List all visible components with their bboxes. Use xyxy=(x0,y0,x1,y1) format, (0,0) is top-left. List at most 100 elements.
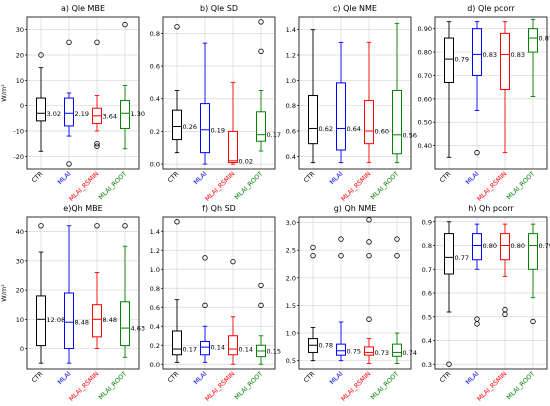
median-label: 0.74 xyxy=(403,349,417,357)
tick-label-y: 1.2 xyxy=(150,247,160,255)
median-label: 0.14 xyxy=(239,346,253,354)
box-mlai-root: 1.30 xyxy=(120,21,145,150)
box-iqr xyxy=(392,343,402,357)
outlier-point xyxy=(66,161,72,167)
tick-label-y: 0 xyxy=(20,102,24,110)
tick-label-y: 0.8 xyxy=(150,285,160,293)
tick-label-y: -20 xyxy=(13,153,24,161)
box-iqr xyxy=(444,37,454,83)
median-label: 0.62 xyxy=(319,125,333,133)
axis-label-y: W/m² xyxy=(0,84,8,102)
tick-label-y: 0.2 xyxy=(150,342,160,350)
panel-1: -20 -10 0 10 20 30 a) Qle MBE W/m² 3.02 CTR 2.19 ML… xyxy=(0,4,145,203)
box-mlai-root: 0.74 xyxy=(392,236,417,364)
median-label: 0.56 xyxy=(403,131,417,139)
plot-frame xyxy=(26,16,140,170)
box-ctr: 0.62 xyxy=(308,29,333,164)
outlier-point xyxy=(338,252,344,259)
tick-label-y: 1.4 xyxy=(150,228,160,236)
tick-label-x: CTR xyxy=(439,170,453,184)
tick-label-y: 0.6 xyxy=(422,290,432,298)
tick-label-y: 1.0 xyxy=(150,266,160,274)
median-label: 3.64 xyxy=(103,112,117,120)
tick-label-y: 0.50 xyxy=(418,119,432,127)
median-label: 0.87 xyxy=(539,35,550,43)
box-iqr xyxy=(336,82,346,151)
tick-label-y: 0.0 xyxy=(150,161,160,169)
tick-label-y: 0.80 xyxy=(418,49,432,57)
tick-label-x: MLAI_ROOT xyxy=(98,170,129,201)
outlier-point xyxy=(446,361,452,367)
tick-label-y: 20 xyxy=(16,287,24,295)
panel-3: 0.4 0.6 0.8 1.0 1.2 1.4 c) Qle NME 0.62 CTR 0.64 M… xyxy=(286,4,417,203)
box-mlai: 2.19 xyxy=(64,39,89,167)
plot-frame xyxy=(26,216,140,370)
box-iqr xyxy=(528,233,538,270)
outlier-point xyxy=(202,302,208,309)
box-ctr: 0.17 xyxy=(172,219,197,363)
axis-label-y: W/m² xyxy=(0,284,8,302)
median-label: 8.48 xyxy=(103,316,117,324)
tick-label-y: 0.3 xyxy=(422,361,432,369)
plot-frame xyxy=(162,16,276,170)
tick-label-x: MLAI_RSMIN xyxy=(340,170,373,203)
outlier-point xyxy=(474,149,480,156)
median-label: 0.79 xyxy=(539,242,550,250)
tick-label-y: 30 xyxy=(16,257,24,265)
tick-label-x: MLAI_ROOT xyxy=(370,370,401,401)
tick-label-y: 0.4 xyxy=(150,95,160,103)
panel-title: d) Qle pcorr xyxy=(467,4,515,13)
box-mlai-root: 4.63 xyxy=(120,223,145,358)
outlier-point xyxy=(502,306,508,313)
tick-label-x: CTR xyxy=(31,170,45,184)
tick-label-x: MLAI_ROOT xyxy=(506,170,537,201)
box-iqr xyxy=(120,100,130,129)
tick-label-x: MLAI_ROOT xyxy=(234,370,265,401)
outlier-point xyxy=(94,140,100,147)
box-mlai-rsmin: 3.64 xyxy=(92,39,117,149)
box-ctr: 0.78 xyxy=(308,244,333,362)
tick-label-y: 0.6 xyxy=(150,63,160,71)
tick-label-y: 3.0 xyxy=(286,219,296,227)
panel-title: c) Qle NME xyxy=(333,4,377,13)
tick-label-y: 0.4 xyxy=(150,323,160,331)
median-label: 0.60 xyxy=(375,128,389,136)
box-iqr xyxy=(500,233,510,261)
tick-label-x: MLAI_ROOT xyxy=(370,170,401,201)
box-iqr xyxy=(392,89,402,155)
median-label: 2.19 xyxy=(75,110,89,118)
box-mlai: 0.14 xyxy=(200,255,225,363)
median-label: 3.02 xyxy=(47,110,61,118)
box-mlai: 0.75 xyxy=(336,236,361,362)
box-iqr xyxy=(64,292,74,350)
tick-label-x: MLAI_ROOT xyxy=(506,370,537,401)
median-label: 0.02 xyxy=(239,157,253,165)
outlier-point xyxy=(258,48,264,55)
median-label: 0.80 xyxy=(511,242,525,250)
outlier-point xyxy=(366,316,372,322)
box-iqr xyxy=(472,233,482,261)
tick-label-y: 0.6 xyxy=(286,128,296,136)
tick-label-y: 10 xyxy=(16,316,24,324)
tick-label-y: 1.0 xyxy=(286,77,296,85)
panel-2: 0.0 0.2 0.4 0.6 0.8 b) Qle SD 0.26 CTR 0.19 MLAI 0… xyxy=(150,4,281,203)
tick-label-y: 0.70 xyxy=(418,72,432,80)
outlier-point xyxy=(66,39,72,46)
tick-label-x: MLAI xyxy=(329,170,345,186)
outlier-point xyxy=(338,236,344,242)
outlier-point xyxy=(366,217,372,223)
tick-label-x: MLAI_RSMIN xyxy=(68,170,101,203)
median-label: 0.79 xyxy=(455,56,469,64)
box-mlai: 0.80 xyxy=(472,223,497,327)
tick-label-y: 0.5 xyxy=(286,357,296,365)
outlier-point xyxy=(310,244,316,251)
tick-label-y: 0.4 xyxy=(286,153,296,161)
panel-4: 0.40 0.50 0.60 0.70 0.80 0.90 d) Qle pcorr 0.79… xyxy=(418,4,550,203)
tick-label-x: MLAI xyxy=(465,370,481,386)
tick-label-y: 30 xyxy=(16,26,24,34)
outlier-point xyxy=(122,223,128,229)
box-iqr xyxy=(172,330,182,356)
outlier-point xyxy=(38,52,44,58)
box-mlai-rsmin: 8.48 xyxy=(92,223,117,349)
panel-title: e)Qh MBE xyxy=(63,204,102,213)
